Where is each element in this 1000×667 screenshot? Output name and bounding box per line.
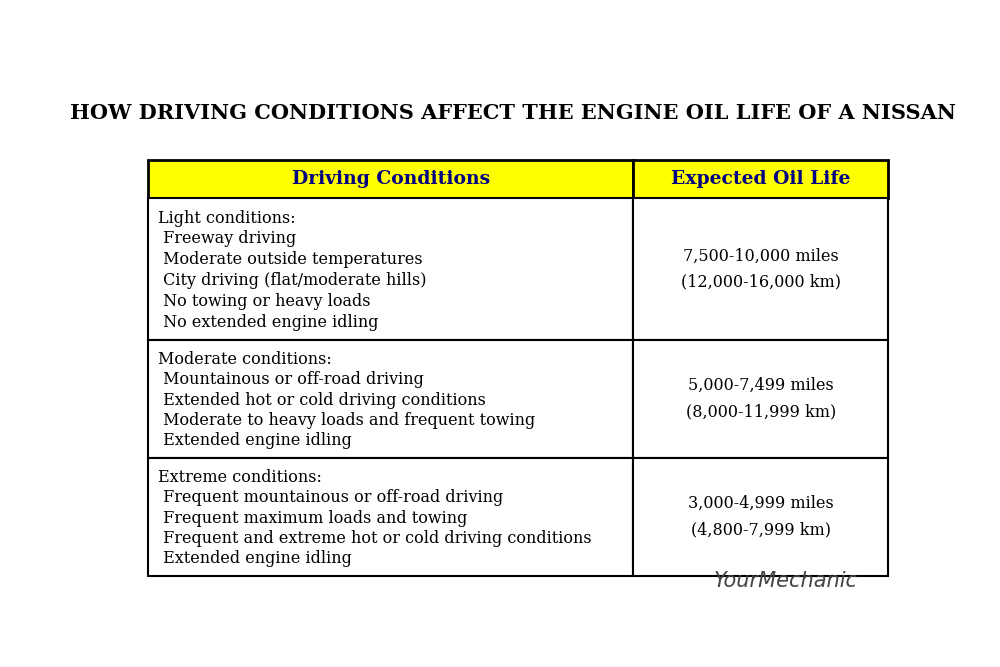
Text: Extreme conditions:: Extreme conditions: (158, 469, 321, 486)
Text: Moderate outside temperatures: Moderate outside temperatures (158, 251, 422, 268)
Bar (148, 198, 633, 340)
Bar (633, 340, 888, 458)
Bar (633, 159, 888, 198)
Text: 7,500-10,000 miles
(12,000-16,000 km): 7,500-10,000 miles (12,000-16,000 km) (681, 247, 841, 291)
Text: Moderate to heavy loads and frequent towing: Moderate to heavy loads and frequent tow… (158, 412, 535, 429)
Text: Extended engine idling: Extended engine idling (158, 550, 351, 567)
Text: No extended engine idling: No extended engine idling (158, 313, 378, 331)
Text: Moderate conditions:: Moderate conditions: (158, 351, 331, 368)
Bar (148, 458, 633, 576)
Text: Frequent maximum loads and towing: Frequent maximum loads and towing (158, 510, 467, 526)
Text: Freeway driving: Freeway driving (158, 230, 296, 247)
Bar (148, 159, 633, 198)
Bar (633, 198, 888, 340)
Text: Extended engine idling: Extended engine idling (158, 432, 351, 450)
Text: No towing or heavy loads: No towing or heavy loads (158, 293, 370, 310)
Text: Mountainous or off-road driving: Mountainous or off-road driving (158, 372, 423, 388)
Text: Frequent mountainous or off-road driving: Frequent mountainous or off-road driving (158, 489, 503, 506)
Text: Frequent and extreme hot or cold driving conditions: Frequent and extreme hot or cold driving… (158, 530, 591, 547)
Text: Light conditions:: Light conditions: (158, 209, 295, 227)
Bar (148, 340, 633, 458)
Text: Driving Conditions: Driving Conditions (292, 170, 490, 188)
Bar (633, 458, 888, 576)
Text: YourMechanic: YourMechanic (713, 571, 857, 591)
Text: HOW DRIVING CONDITIONS AFFECT THE ENGINE OIL LIFE OF A NISSAN: HOW DRIVING CONDITIONS AFFECT THE ENGINE… (70, 103, 956, 123)
Text: 3,000-4,999 miles
(4,800-7,999 km): 3,000-4,999 miles (4,800-7,999 km) (688, 495, 834, 538)
Text: Expected Oil Life: Expected Oil Life (671, 170, 850, 188)
Text: City driving (flat/moderate hills): City driving (flat/moderate hills) (158, 272, 426, 289)
Text: Extended hot or cold driving conditions: Extended hot or cold driving conditions (158, 392, 485, 409)
Text: 5,000-7,499 miles
(8,000-11,999 km): 5,000-7,499 miles (8,000-11,999 km) (686, 377, 836, 420)
